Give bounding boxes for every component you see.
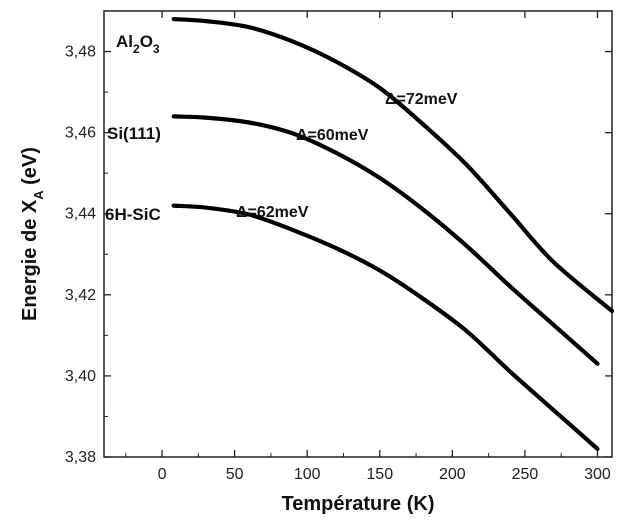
x-tick-label: 250 xyxy=(512,466,539,483)
x-tick-label: 200 xyxy=(439,466,466,483)
x-tick-label: 300 xyxy=(584,466,611,483)
y-axis-title: Energie de XA (eV) xyxy=(19,147,46,321)
delta-label-2: Δ=62meV xyxy=(236,204,309,221)
x-tick-label: 100 xyxy=(294,466,321,483)
series-line-0 xyxy=(171,17,615,314)
x-axis: 0 50 100 150 200 250 300 xyxy=(125,11,611,483)
plot-frame xyxy=(103,10,613,458)
y-tick-label: 3,38 xyxy=(65,449,96,466)
y-tick-label: 3,42 xyxy=(65,287,96,304)
series-label-1: Si(111) xyxy=(107,124,161,143)
y-tick-label: 3,44 xyxy=(65,206,96,223)
y-axis-title-unit: (eV) xyxy=(19,147,41,190)
x-axis-title: Température (K) xyxy=(282,493,435,515)
series-label-2: 6H-SiC xyxy=(105,205,161,224)
annotations: Al2O3 Δ=72meV Si(111) Δ=60meV 6H-SiC Δ=62meV xyxy=(105,32,458,224)
delta-label-1: Δ=60meV xyxy=(296,127,369,144)
x-tick-label: 150 xyxy=(366,466,393,483)
series-line-1 xyxy=(171,114,600,366)
x-tick-label: 50 xyxy=(226,466,244,483)
y-tick-label: 3,40 xyxy=(65,368,96,385)
series-group xyxy=(171,17,615,451)
delta-label-0: Δ=72meV xyxy=(385,91,458,108)
y-axis-title-main: Energie de X xyxy=(19,199,41,321)
series-line-2 xyxy=(171,203,600,451)
x-tick-label: 0 xyxy=(158,466,167,483)
y-axis-title-subscript: A xyxy=(31,190,46,200)
y-axis: 3,38 3,40 3,42 3,44 3,46 3,48 xyxy=(65,10,612,466)
series-label-0: Al2O3 xyxy=(116,32,160,56)
y-tick-label: 3,46 xyxy=(65,125,96,142)
y-tick-label: 3,48 xyxy=(65,44,96,61)
